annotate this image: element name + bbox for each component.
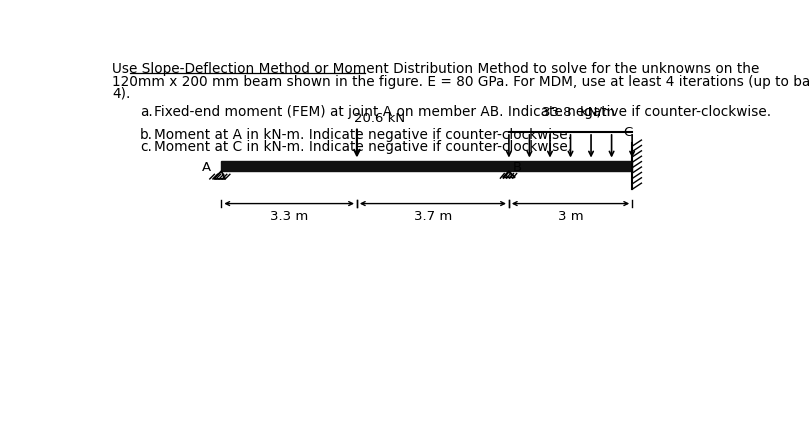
Text: Fixed-end moment (FEM) at joint A on member AB. Indicate negative if counter-clo: Fixed-end moment (FEM) at joint A on mem… (154, 105, 771, 118)
Text: 3.3 m: 3.3 m (270, 210, 309, 223)
Text: A: A (202, 161, 211, 174)
Text: c.: c. (140, 140, 152, 154)
Text: Moment at A in kN-m. Indicate negative if counter-clockwise.: Moment at A in kN-m. Indicate negative i… (154, 128, 572, 142)
Text: b.: b. (140, 128, 153, 142)
Text: C: C (624, 126, 633, 139)
Text: 3.7 m: 3.7 m (414, 210, 452, 223)
Text: Moment at C in kN-m. Indicate negative if counter-clockwise.: Moment at C in kN-m. Indicate negative i… (154, 140, 572, 154)
Text: 3 m: 3 m (558, 210, 583, 223)
Bar (221, 161, 632, 171)
Text: 20.6 kN: 20.6 kN (354, 112, 405, 125)
Text: 4).: 4). (112, 87, 130, 101)
Text: a.: a. (140, 105, 153, 118)
Text: 33.8  kN/m: 33.8 kN/m (542, 105, 615, 118)
Text: Use Slope-Deflection Method or Moment Distribution Method to solve for the unkno: Use Slope-Deflection Method or Moment Di… (112, 62, 760, 76)
Text: B: B (513, 161, 522, 174)
Text: 120mm x 200 mm beam shown in the figure. E = 80 GPa. For MDM, use at least 4 ite: 120mm x 200 mm beam shown in the figure.… (112, 75, 810, 88)
